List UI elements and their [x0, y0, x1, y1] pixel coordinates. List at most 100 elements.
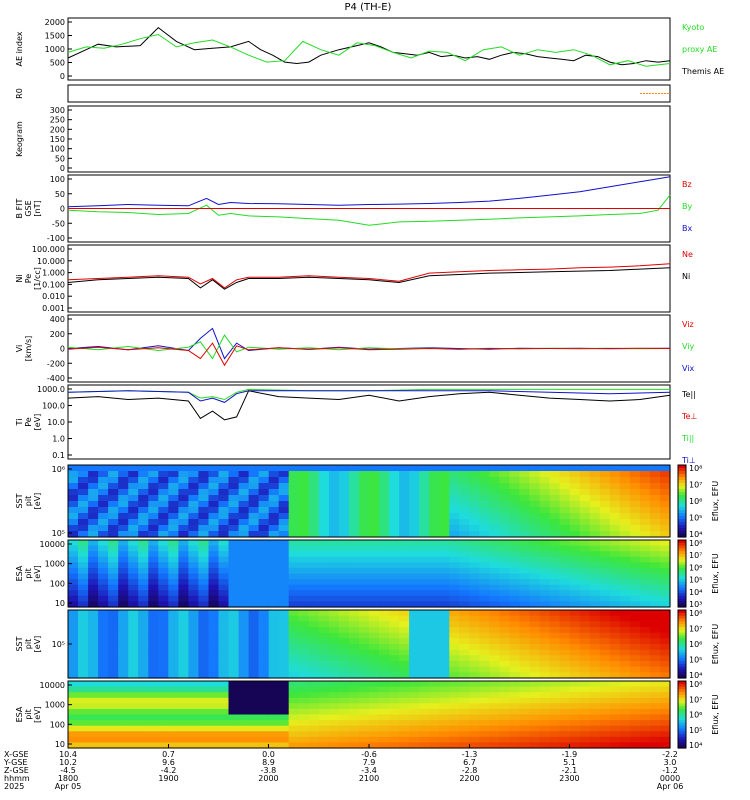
heatmap-cell — [569, 686, 581, 693]
heatmap-cell — [178, 556, 189, 563]
x-tick-label: 6.7 — [463, 758, 476, 767]
heatmap-cell — [579, 519, 591, 526]
heatmap-cell — [629, 590, 641, 597]
heatmap-cell — [148, 615, 159, 622]
heatmap-cell — [208, 655, 220, 662]
heatmap-cell — [449, 573, 460, 580]
heatmap-cell — [589, 465, 601, 472]
heatmap-cell — [118, 519, 129, 526]
y-tick-label: -50 — [52, 219, 65, 228]
heatmap-cell — [278, 638, 290, 645]
heatmap-cell — [218, 489, 230, 496]
heatmap-cell — [419, 610, 430, 617]
heatmap-cell — [629, 540, 641, 547]
heatmap-cell — [198, 708, 209, 716]
y-tick-label: 100 — [50, 720, 65, 729]
heatmap-cell — [569, 725, 581, 732]
heatmap-cell — [609, 495, 621, 502]
heatmap-cell — [399, 573, 410, 580]
heatmap-cell — [118, 655, 129, 662]
heatmap-cell — [389, 495, 400, 502]
heatmap-cell — [68, 714, 79, 721]
heatmap-cell — [68, 513, 79, 520]
heatmap-cell — [148, 501, 159, 508]
heatmap-cell — [589, 501, 601, 508]
heatmap-cell — [419, 525, 430, 532]
colorbar-segment — [678, 703, 686, 707]
x-tick-label: 5.1 — [563, 758, 576, 767]
heatmap-cell — [328, 661, 340, 668]
heatmap-cell — [298, 495, 310, 502]
heatmap-cell — [78, 501, 89, 508]
heatmap-cell — [68, 649, 79, 656]
heatmap-cell — [148, 595, 159, 602]
heatmap-cell — [439, 661, 450, 668]
heatmap-cell — [379, 627, 390, 634]
heatmap-cell — [88, 495, 99, 502]
heatmap-cell — [318, 551, 330, 558]
heatmap-cell — [328, 567, 340, 575]
heatmap-cell — [469, 703, 480, 710]
heatmap-cell — [268, 703, 280, 710]
heatmap-cell — [168, 556, 179, 563]
heatmap-cell — [539, 714, 551, 721]
heatmap-cell — [609, 697, 621, 704]
heatmap-cell — [609, 525, 621, 532]
heatmap-cell — [298, 681, 310, 688]
heatmap-cell — [569, 471, 581, 478]
heatmap-cell — [549, 681, 561, 688]
heatmap-cell — [609, 610, 621, 617]
heatmap-cell — [158, 531, 169, 538]
heatmap-cell — [569, 495, 581, 502]
heatmap-cell — [459, 590, 470, 597]
heatmap-cell — [489, 465, 500, 472]
heatmap-cell — [198, 742, 209, 749]
heatmap-cell — [198, 720, 209, 727]
colorbar-tick-label: 10⁷ — [689, 481, 702, 490]
heatmap-cell — [499, 638, 510, 645]
heatmap-cell — [499, 525, 510, 532]
heatmap-cell — [308, 567, 320, 575]
heatmap-cell — [78, 513, 89, 520]
heatmap-cell — [68, 697, 79, 704]
heatmap-cell — [409, 697, 420, 704]
heatmap-cell — [268, 501, 280, 508]
heatmap-cell — [98, 477, 109, 484]
heatmap-cell — [629, 661, 641, 668]
heatmap-cell — [68, 556, 79, 563]
heatmap-cell — [369, 720, 380, 727]
heatmap-cell — [78, 601, 89, 608]
heatmap-cell — [258, 703, 270, 710]
heatmap-cell — [609, 471, 621, 478]
heatmap-cell — [218, 681, 230, 688]
heatmap-cell — [369, 731, 380, 738]
heatmap-cell — [569, 465, 581, 472]
heatmap-cell — [298, 573, 310, 580]
heatmap-cell — [158, 686, 169, 693]
heatmap-cell — [499, 731, 510, 738]
heatmap-cell — [218, 540, 230, 547]
heatmap-cell — [348, 590, 360, 597]
heatmap-cell — [479, 686, 490, 693]
heatmap-cell — [288, 644, 300, 651]
heatmap-cell — [579, 540, 591, 547]
heatmap-cell — [499, 483, 510, 490]
heatmap-cell — [98, 720, 109, 727]
heatmap-cell — [549, 692, 561, 699]
heatmap-cell — [369, 601, 380, 608]
heatmap-cell — [649, 720, 661, 727]
heatmap-cell — [218, 556, 230, 563]
heatmap-cell — [68, 477, 79, 484]
heatmap-cell — [98, 495, 109, 502]
heatmap-cell — [338, 579, 350, 586]
heatmap-cell — [168, 562, 179, 569]
heatmap-cell — [158, 666, 169, 673]
heatmap-cell — [389, 632, 400, 639]
heatmap-cell — [549, 697, 561, 704]
heatmap-cell — [348, 584, 360, 591]
heatmap-cell — [168, 644, 179, 651]
heatmap-cell — [178, 666, 189, 673]
heatmap-cell — [479, 556, 490, 563]
heatmap-cell — [639, 525, 651, 532]
heatmap-cell — [399, 531, 410, 538]
